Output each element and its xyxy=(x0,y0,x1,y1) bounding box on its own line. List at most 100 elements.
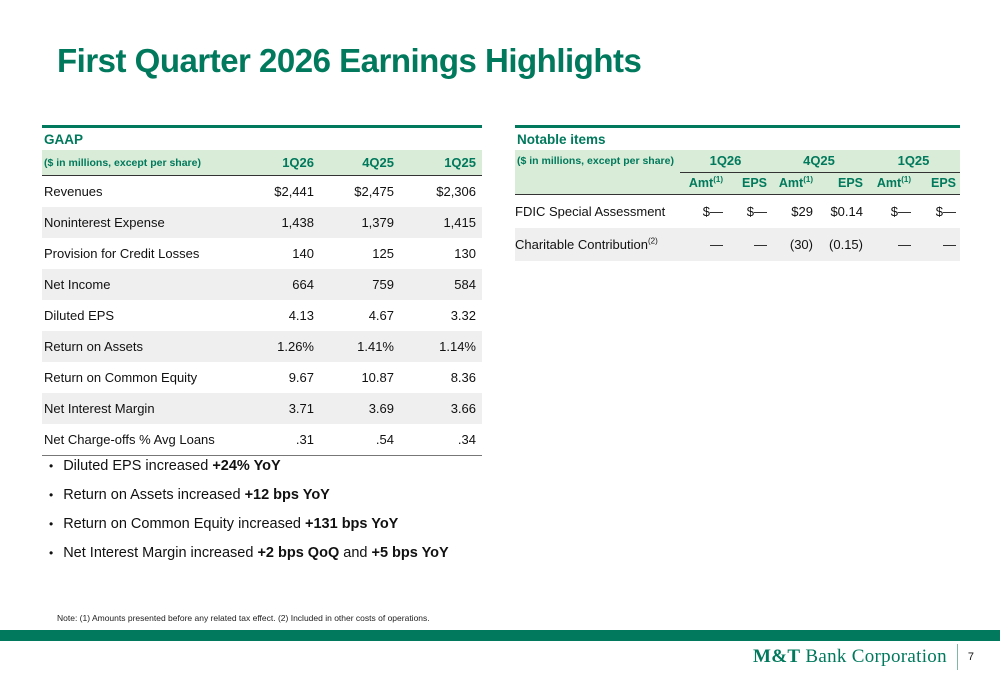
cell-value: .31 xyxy=(238,424,320,456)
table-row: Charitable Contribution(2) — — (30) (0.1… xyxy=(515,227,960,261)
cell-value: 3.71 xyxy=(288,401,314,416)
gaap-column-header: 4Q25 xyxy=(320,150,400,176)
bullet-item: • Net Interest Margin increased +2 bps Q… xyxy=(49,545,449,561)
cell-value: 3.69 xyxy=(368,401,394,416)
notable-subheader-spacer xyxy=(515,172,680,195)
brand-logo-rest: Bank Corporation xyxy=(800,646,947,667)
notable-subheader-amt: Amt(1) xyxy=(771,172,817,195)
bullet-marker: • xyxy=(49,517,54,531)
cell-value: 1.41% xyxy=(357,339,394,354)
notable-quarter-header: 1Q26 xyxy=(680,150,771,173)
cell-value: $2,441 xyxy=(274,184,314,199)
cell-value: — xyxy=(754,236,767,252)
table-row: Net Interest Margin 3.71 3.69 3.66 xyxy=(42,393,482,424)
cell-value: $— xyxy=(935,203,956,219)
bullet-item: • Diluted EPS increased +24% YoY xyxy=(49,458,449,474)
page-number: 7 xyxy=(967,651,974,663)
table-row: Return on Assets 1.26% 1.41% 1.14% xyxy=(42,331,482,362)
cell-value: 8.36 xyxy=(450,370,476,385)
table-row: FDIC Special Assessment $— $— $29 $0.14 … xyxy=(515,194,960,228)
cell-value: $0.14 xyxy=(830,203,863,219)
notable-section-title: Notable items xyxy=(517,132,606,147)
table-row: Net Charge-offs % Avg Loans .31 .54 .34 xyxy=(42,424,482,456)
cell-value: — xyxy=(898,236,911,252)
row-label: Charitable Contribution(2) xyxy=(515,236,658,252)
cell-value: .34 xyxy=(400,424,482,456)
cell-value: 140 xyxy=(292,246,314,261)
slide-title: First Quarter 2026 Earnings Highlights xyxy=(57,42,642,79)
cell-value: .54 xyxy=(320,424,400,456)
cell-value: 9.67 xyxy=(288,370,314,385)
brand-logo: M&T Bank Corporation xyxy=(753,646,947,668)
brand-logo-bold: M&T xyxy=(753,646,801,667)
table-row: Provision for Credit Losses 140 125 130 xyxy=(42,238,482,269)
gaap-section: GAAP ($ in millions, except per share) 1… xyxy=(42,125,482,456)
notable-subheader-amt: Amt(1) xyxy=(867,172,915,195)
gaap-unit-note: ($ in millions, except per share) xyxy=(42,150,238,176)
footer: M&T Bank Corporation 7 xyxy=(753,643,974,671)
notable-items-table: ($ in millions, except per share) 1Q26 4… xyxy=(515,150,960,261)
cell-value: $— xyxy=(702,203,723,219)
cell-value: 664 xyxy=(292,277,314,292)
row-label: Diluted EPS xyxy=(44,308,115,323)
notable-quarter-header: 1Q25 xyxy=(867,150,960,173)
notable-subheader-eps: EPS xyxy=(817,172,867,195)
footnote-text: Note: (1) Amounts presented before any r… xyxy=(57,613,430,623)
cell-value: — xyxy=(710,236,723,252)
table-row: Net Income 664 759 584 xyxy=(42,269,482,300)
highlights-list: • Diluted EPS increased +24% YoY • Retur… xyxy=(49,458,449,574)
notable-subheader-eps: EPS xyxy=(727,172,771,195)
row-label: Net Income xyxy=(44,277,111,292)
cell-value: 759 xyxy=(372,277,394,292)
gaap-column-header: 1Q25 xyxy=(400,150,482,176)
row-label: Return on Assets xyxy=(44,339,143,354)
bullet-text: Return on Assets increased +12 bps YoY xyxy=(63,487,330,503)
cell-value: 1.26% xyxy=(277,339,314,354)
bullet-text: Return on Common Equity increased +131 b… xyxy=(63,516,399,532)
cell-value: 4.67 xyxy=(368,308,394,323)
cell-value: $29 xyxy=(791,203,813,219)
cell-value: $2,306 xyxy=(436,184,476,199)
row-label: Net Charge-offs % Avg Loans xyxy=(42,424,238,456)
table-row: Return on Common Equity 9.67 10.87 8.36 xyxy=(42,362,482,393)
notable-subheader-eps: EPS xyxy=(915,172,960,195)
cell-value: 1,379 xyxy=(361,215,394,230)
notable-items-section: Notable items ($ in millions, except per… xyxy=(515,125,960,261)
cell-value: 10.87 xyxy=(361,370,394,385)
gaap-table: ($ in millions, except per share) 1Q26 4… xyxy=(42,150,482,456)
bullet-item: • Return on Common Equity increased +131… xyxy=(49,516,449,532)
bullet-marker: • xyxy=(49,546,54,560)
bullet-item: • Return on Assets increased +12 bps YoY xyxy=(49,487,449,503)
cell-value: 584 xyxy=(454,277,476,292)
footer-divider xyxy=(956,644,958,670)
row-label: Revenues xyxy=(44,184,103,199)
row-label: Provision for Credit Losses xyxy=(44,246,200,261)
bullet-text: Diluted EPS increased +24% YoY xyxy=(63,458,281,474)
row-label: Noninterest Expense xyxy=(44,215,165,230)
notable-unit-note: ($ in millions, except per share) xyxy=(517,155,674,167)
cell-value: 3.66 xyxy=(450,401,476,416)
gaap-header-row: ($ in millions, except per share) 1Q26 4… xyxy=(42,150,482,176)
cell-value: $— xyxy=(890,203,911,219)
notable-subheader-amt: Amt(1) xyxy=(680,172,727,195)
cell-value: 1,415 xyxy=(443,215,476,230)
row-label: FDIC Special Assessment xyxy=(515,203,666,219)
cell-value: $2,475 xyxy=(354,184,394,199)
cell-value: (0.15) xyxy=(829,236,863,252)
cell-value: $— xyxy=(746,203,767,219)
cell-value: 4.13 xyxy=(288,308,314,323)
cell-value: (30) xyxy=(789,236,813,252)
notable-header-row-measures: Amt(1) EPS Amt(1) EPS Amt(1) EPS xyxy=(515,172,960,195)
notable-quarter-header: 4Q25 xyxy=(771,150,867,173)
gaap-section-title: GAAP xyxy=(44,132,84,147)
bullet-text: Net Interest Margin increased +2 bps QoQ… xyxy=(63,545,449,561)
cell-value: 3.32 xyxy=(450,308,476,323)
table-row: Diluted EPS 4.13 4.67 3.32 xyxy=(42,300,482,331)
notable-header-row-quarters: ($ in millions, except per share) 1Q26 4… xyxy=(515,150,960,173)
cell-value: 130 xyxy=(454,246,476,261)
row-label: Return on Common Equity xyxy=(44,370,198,385)
footer-accent-bar xyxy=(0,630,1000,641)
cell-value: 1.14% xyxy=(439,339,476,354)
table-row: Revenues $2,441 $2,475 $2,306 xyxy=(42,176,482,208)
table-row: Noninterest Expense 1,438 1,379 1,415 xyxy=(42,207,482,238)
